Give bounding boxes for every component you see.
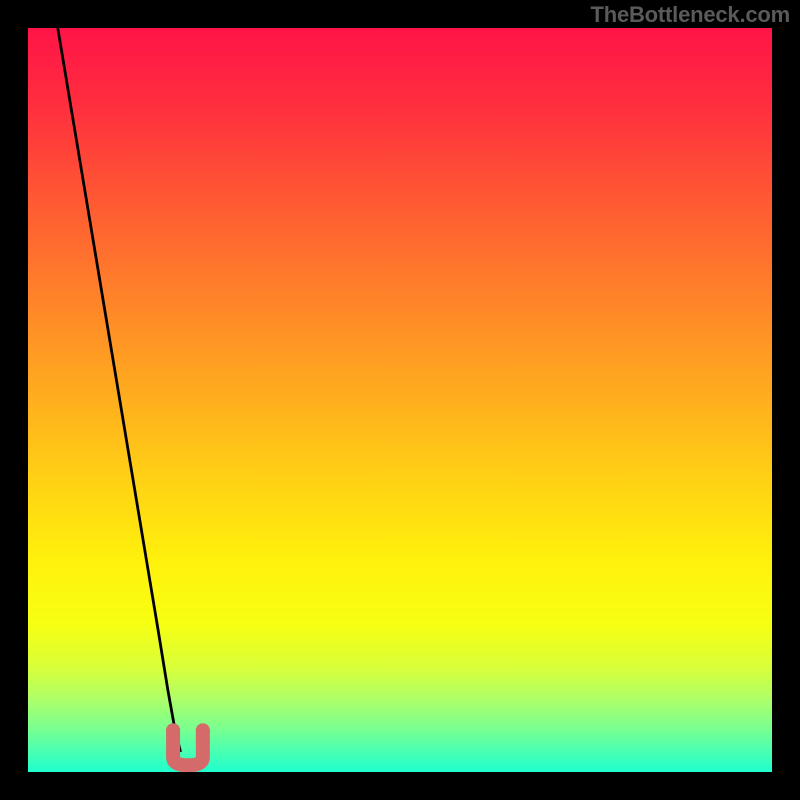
watermark-text: TheBottleneck.com xyxy=(590,2,790,28)
plot-area xyxy=(28,28,772,772)
bottleneck-curve xyxy=(58,28,181,752)
marker-endcap xyxy=(166,723,180,737)
chart-container: TheBottleneck.com xyxy=(0,0,800,800)
curve-layer xyxy=(28,28,772,772)
marker-endcap xyxy=(196,723,210,737)
